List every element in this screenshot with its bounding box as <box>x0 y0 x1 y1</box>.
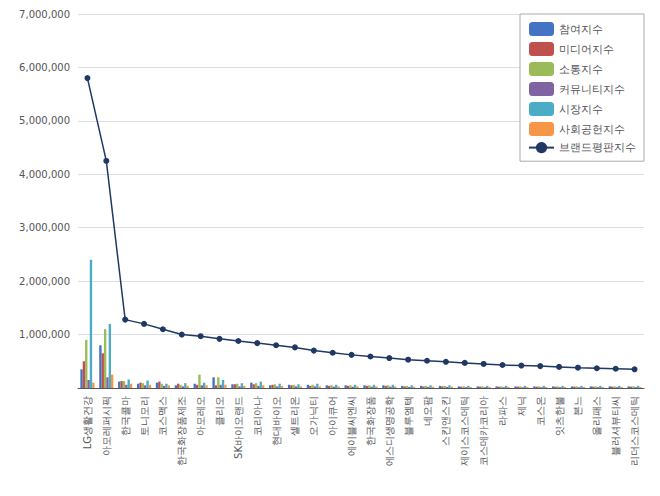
svg-text:소통지수: 소통지수 <box>559 63 603 76</box>
svg-text:클리오: 클리오 <box>214 396 225 426</box>
svg-text:셀트리온: 셀트리온 <box>289 396 300 436</box>
svg-text:아모레오: 아모레오 <box>195 396 206 436</box>
svg-text:에이블씨엔씨: 에이블씨엔씨 <box>346 396 357 456</box>
svg-text:LG생활건강: LG생활건강 <box>82 396 93 449</box>
svg-text:제이스코스메틱: 제이스코스메틱 <box>459 396 470 466</box>
svg-text:SK바이오랜드: SK바이오랜드 <box>233 396 244 459</box>
svg-text:2,000,000: 2,000,000 <box>19 276 70 287</box>
svg-text:올리패스: 올리패스 <box>591 396 602 436</box>
svg-text:코스맥스: 코스맥스 <box>157 396 168 436</box>
svg-text:한국화장품제조: 한국화장품제조 <box>176 396 187 466</box>
svg-text:본느: 본느 <box>572 396 583 416</box>
svg-text:코리아나: 코리아나 <box>252 396 263 436</box>
svg-text:3,000,000: 3,000,000 <box>19 222 70 233</box>
svg-text:6,000,000: 6,000,000 <box>19 62 70 73</box>
svg-text:잇츠한불: 잇츠한불 <box>554 396 565 436</box>
svg-text:한국콜마: 한국콜마 <box>120 396 131 436</box>
svg-text:4,000,000: 4,000,000 <box>19 169 70 180</box>
svg-text:토니모리: 토니모리 <box>139 396 150 436</box>
svg-text:코스온: 코스온 <box>535 396 546 426</box>
svg-text:사회공헌지수: 사회공헌지수 <box>559 123 625 136</box>
svg-text:리더스코스메틱: 리더스코스메틱 <box>629 396 640 466</box>
svg-text:아이큐어: 아이큐어 <box>327 396 338 436</box>
svg-text:블루엠텍: 블루엠텍 <box>403 396 414 436</box>
svg-text:참여지수: 참여지수 <box>559 23 603 36</box>
svg-text:라파스: 라파스 <box>497 396 508 426</box>
svg-text:5,000,000: 5,000,000 <box>19 115 70 126</box>
svg-text:아모레퍼시픽: 아모레퍼시픽 <box>101 396 112 456</box>
svg-text:7,000,000: 7,000,000 <box>19 9 70 20</box>
svg-text:에스디생명공학: 에스디생명공학 <box>384 396 395 466</box>
svg-text:코스메카코리아: 코스메카코리아 <box>478 396 489 466</box>
svg-text:1,000,000: 1,000,000 <box>19 329 70 340</box>
svg-text:블러셔뷰티씨: 블러셔뷰티씨 <box>610 396 621 456</box>
svg-text:오가닉티: 오가닉티 <box>308 396 319 436</box>
svg-text:브랜드평판지수: 브랜드평판지수 <box>559 141 636 154</box>
svg-text:커뮤니티지수: 커뮤니티지수 <box>559 83 625 96</box>
svg-text:시장지수: 시장지수 <box>559 103 603 116</box>
svg-text:스킨앤스킨: 스킨앤스킨 <box>440 396 451 446</box>
svg-text:미디어지수: 미디어지수 <box>559 43 614 56</box>
svg-text:네오팜: 네오팜 <box>422 396 433 426</box>
svg-text:현대바이오: 현대바이오 <box>271 396 282 446</box>
svg-text:한국화장품: 한국화장품 <box>365 396 376 446</box>
svg-text:제닉: 제닉 <box>516 396 527 416</box>
